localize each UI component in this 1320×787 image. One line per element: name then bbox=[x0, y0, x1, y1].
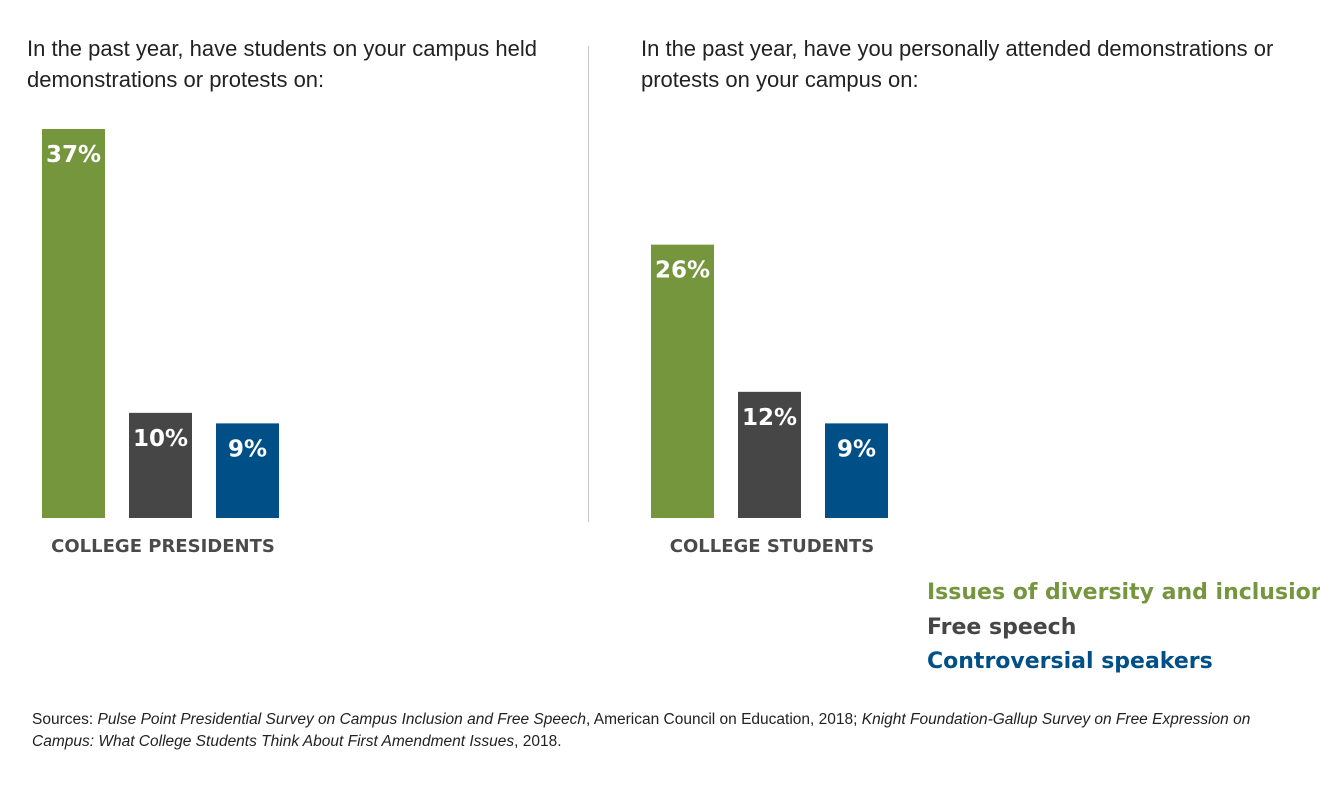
legend-item-diversity: Issues of diversity and inclusion bbox=[927, 580, 1320, 605]
data-label-students-speakers: 9% bbox=[837, 436, 876, 462]
data-label-presidents-speakers: 9% bbox=[228, 436, 267, 462]
sources-prefix: Sources: bbox=[32, 711, 98, 728]
group-label-students: COLLEGE STUDENTS bbox=[670, 536, 875, 557]
panel-divider bbox=[588, 46, 589, 522]
chart-students: 26% 12% 9% COLLEGE STUDENTS bbox=[651, 244, 888, 557]
data-label-presidents-free-speech: 10% bbox=[133, 426, 188, 452]
sources-suffix: , 2018. bbox=[514, 733, 562, 750]
chart-title-presidents: In the past year, have students on your … bbox=[27, 36, 537, 92]
sources-title-1: Pulse Point Presidential Survey on Campu… bbox=[97, 711, 587, 728]
sources-mid: , American Council on Education, 2018; bbox=[586, 711, 862, 728]
legend: Issues of diversity and inclusion Free s… bbox=[927, 576, 1320, 680]
chart-presidents: 37% 10% 9% COLLEGE PRESIDENTS bbox=[42, 129, 279, 557]
group-label-presidents: COLLEGE PRESIDENTS bbox=[51, 536, 275, 557]
data-label-presidents-diversity: 37% bbox=[46, 142, 101, 168]
bar-students-free-speech bbox=[738, 391, 801, 518]
bar-presidents-free-speech bbox=[129, 412, 192, 518]
data-label-students-diversity: 26% bbox=[655, 258, 710, 284]
legend-item-free-speech: Free speech bbox=[927, 614, 1077, 640]
bar-presidents-diversity bbox=[42, 129, 105, 518]
bar-students-diversity bbox=[651, 244, 714, 518]
legend-item-speakers: Controversial speakers bbox=[927, 649, 1213, 674]
bar-presidents-speakers bbox=[216, 423, 279, 518]
sources-note: Sources: Pulse Point Presidential Survey… bbox=[32, 709, 1302, 753]
chart-title-students: In the past year, have you personally at… bbox=[641, 36, 1274, 92]
sources-title-2: Knight Foundation-Gallup Survey on Free … bbox=[32, 711, 1251, 750]
data-label-students-free-speech: 12% bbox=[742, 405, 797, 431]
bar-students-speakers bbox=[825, 423, 888, 518]
